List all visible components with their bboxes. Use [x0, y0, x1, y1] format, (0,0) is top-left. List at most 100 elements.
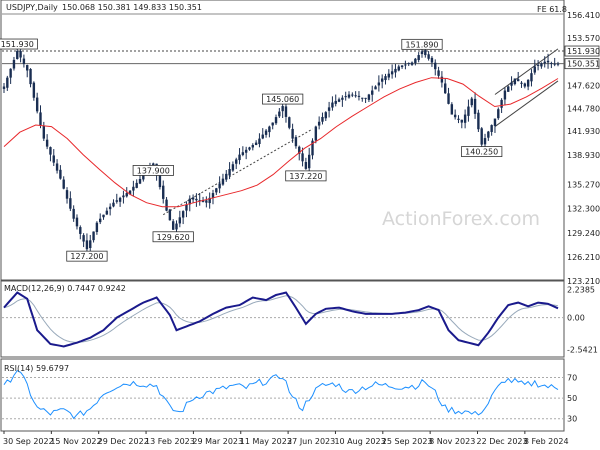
- candle-body: [258, 138, 261, 145]
- candle-body: [404, 64, 407, 66]
- candle-body: [437, 70, 440, 76]
- rsi-label: RSI(14) 59.6797: [4, 364, 69, 373]
- candle-body: [215, 188, 218, 193]
- price-tick-label: 141.930: [567, 127, 600, 136]
- candle-body: [503, 90, 507, 100]
- candle-body: [19, 51, 22, 58]
- candle-body: [128, 190, 132, 195]
- candle-body: [397, 66, 400, 71]
- rsi-line: [3, 369, 559, 420]
- candle-body: [427, 54, 430, 59]
- candle-body: [533, 66, 536, 73]
- resistance-tag: [564, 45, 600, 57]
- candle-body: [82, 235, 85, 242]
- candle-body: [317, 121, 321, 126]
- candle-body: [434, 62, 437, 70]
- candle-body: [314, 126, 318, 141]
- candle-body: [251, 145, 255, 148]
- candle-body: [79, 227, 82, 234]
- resistance-tag-label: 151.930: [567, 47, 600, 56]
- fe-label: FE 61.8: [537, 5, 567, 14]
- candle-body: [487, 131, 490, 138]
- current-price-tag: [564, 58, 600, 70]
- macd-line: [3, 291, 559, 348]
- candle-body: [400, 65, 404, 68]
- candle-body: [195, 198, 198, 201]
- candle-body: [420, 51, 424, 55]
- candle-body: [516, 79, 520, 82]
- candle-body: [22, 58, 26, 65]
- candle-body: [122, 195, 125, 198]
- candle-body: [473, 98, 477, 114]
- watermark: ActionForex.com: [382, 208, 540, 230]
- candle-body: [16, 51, 19, 60]
- candle-body: [241, 152, 245, 155]
- candle-body: [138, 178, 142, 184]
- candle-body: [294, 137, 298, 147]
- price-tick-label: 132.300: [567, 204, 600, 213]
- date-tick-label: 29 Dec 2022: [98, 437, 149, 446]
- candle-body: [185, 204, 188, 211]
- candle-body: [344, 96, 347, 98]
- rsi-tick-label: 50: [567, 394, 577, 403]
- candle-body: [543, 61, 546, 64]
- candle-body: [414, 58, 417, 64]
- candle-body: [351, 94, 354, 96]
- price-tick-label: 150.351: [567, 60, 600, 69]
- candle-body: [2, 86, 6, 89]
- candle-body: [65, 190, 69, 199]
- channel-lower-line: [494, 80, 559, 127]
- axis-layer: 156.410 153.570 150.351 147.620 144.780 141.9…: [3, 11, 600, 446]
- candle-body: [59, 169, 62, 179]
- trendline: [162, 128, 313, 216]
- candle-body: [450, 104, 454, 115]
- price-annotation: 151.890: [405, 40, 438, 49]
- candle-body: [327, 107, 331, 111]
- price-annotation: 137.900: [137, 166, 170, 175]
- date-tick-label: 11 May 2023: [240, 437, 292, 446]
- candle-body: [440, 76, 444, 83]
- main-chart-layer: 151.930 127.200 137.900 129.620 145.060 137.2…: [0, 38, 564, 262]
- candle-body: [274, 117, 278, 124]
- candle-body: [540, 63, 543, 67]
- channel-upper-line: [494, 48, 559, 95]
- candle-body: [284, 106, 288, 117]
- macd-tick-label: 0.00: [567, 314, 585, 323]
- date-tick-label: 25 Sep 2023: [382, 437, 433, 446]
- candle-body: [520, 82, 523, 84]
- candle-body: [72, 208, 75, 219]
- price-tick-label: 156.410: [567, 11, 600, 20]
- date-tick-label: 10 Aug 2023: [334, 437, 385, 446]
- candle-body: [497, 109, 500, 119]
- candle-body: [477, 112, 480, 130]
- candle-body: [321, 116, 324, 122]
- candle-body: [228, 169, 231, 176]
- candle-body: [324, 112, 327, 119]
- candle-body: [390, 71, 394, 75]
- candle-body: [264, 130, 268, 135]
- candle-body: [221, 178, 225, 185]
- candle-body: [407, 63, 410, 65]
- candle-body: [377, 82, 381, 86]
- candle-body: [523, 83, 527, 87]
- candle-body: [211, 193, 215, 198]
- rsi-layer: [2, 369, 564, 420]
- candle-body: [556, 63, 560, 65]
- candle-body: [62, 179, 65, 189]
- candle-body: [261, 134, 264, 139]
- candle-body: [171, 221, 175, 230]
- macd-tick-label: 2.2385: [567, 286, 595, 295]
- price-annotation-box: [262, 93, 304, 105]
- candle-body: [102, 214, 105, 218]
- candle-body: [470, 98, 473, 106]
- candle-body: [357, 95, 361, 97]
- candle-body: [92, 231, 95, 241]
- candle-body: [49, 147, 52, 155]
- candle-body: [158, 175, 162, 188]
- candle-body: [218, 183, 221, 189]
- candle-body: [311, 140, 314, 156]
- candle-body: [467, 106, 470, 116]
- candle-body: [334, 100, 337, 104]
- candle-body: [178, 217, 182, 224]
- candle-body: [85, 240, 89, 250]
